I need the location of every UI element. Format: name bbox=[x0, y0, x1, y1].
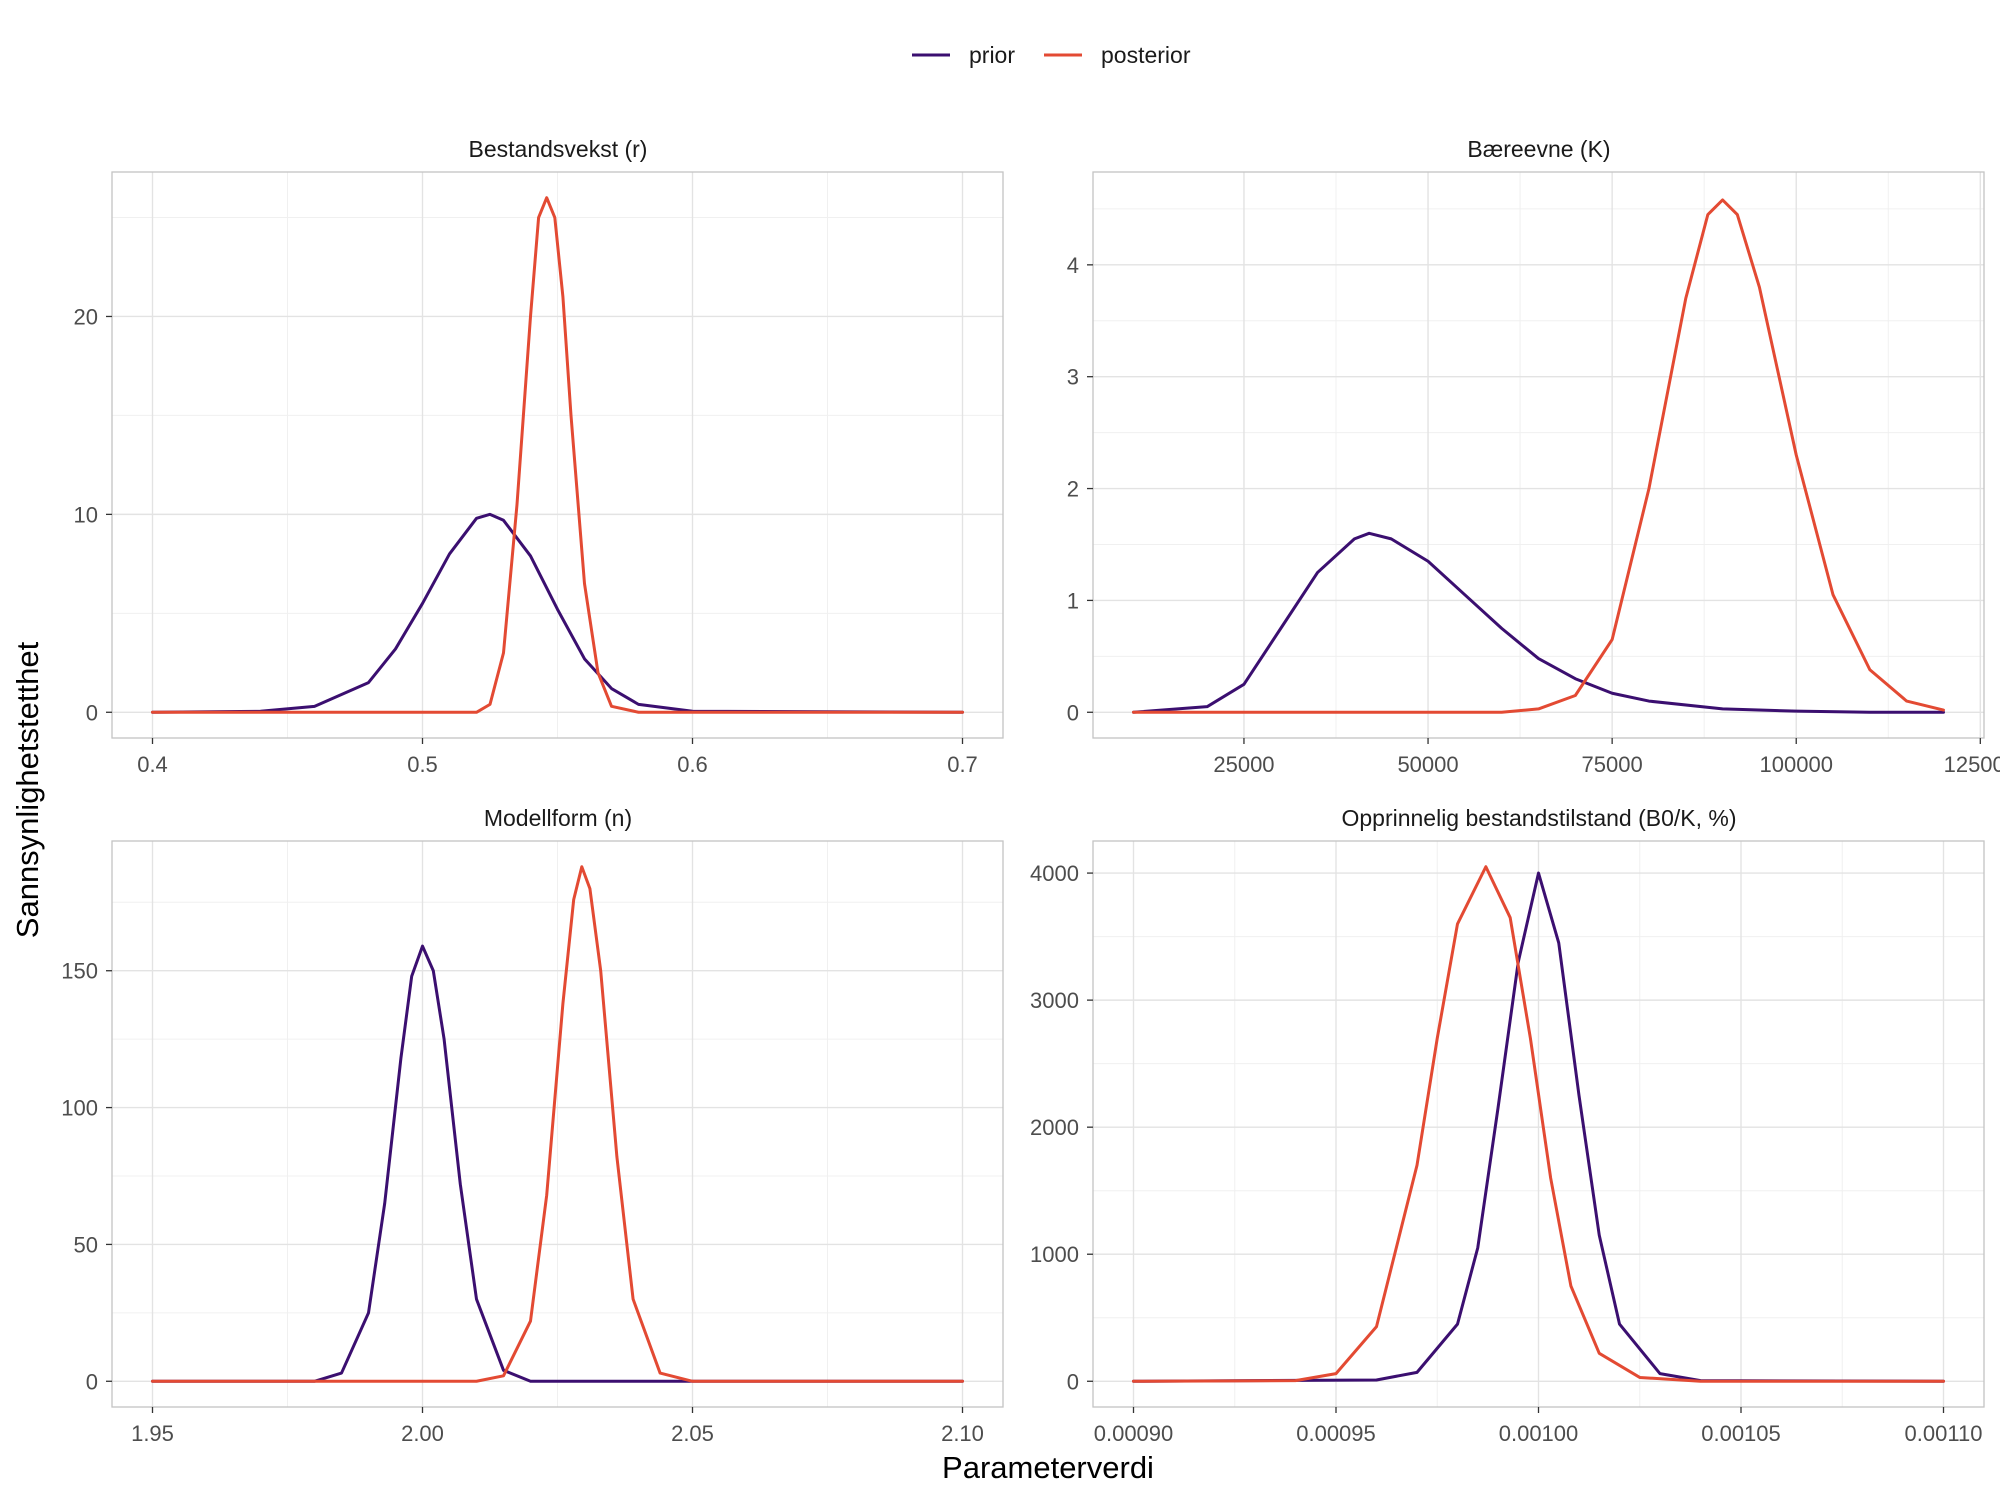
x-tick-label: 0.4 bbox=[137, 752, 168, 777]
panel-border bbox=[1092, 171, 1985, 739]
x-tick-label: 2.00 bbox=[401, 1421, 444, 1446]
y-tick-label: 100 bbox=[61, 1096, 98, 1121]
series-line-posterior bbox=[151, 196, 964, 714]
panel-title: Modellform (n) bbox=[484, 805, 632, 831]
y-tick-label: 0 bbox=[86, 1369, 98, 1394]
x-tick-label: 0.7 bbox=[947, 752, 978, 777]
x-tick-label: 0.00090 bbox=[1094, 1421, 1174, 1446]
y-tick-label: 50 bbox=[74, 1232, 98, 1257]
x-tick-label: 1.95 bbox=[131, 1421, 174, 1446]
x-tick-label: 0.00110 bbox=[1905, 1421, 1983, 1446]
panel-border bbox=[111, 171, 1004, 739]
y-tick-label: 0 bbox=[1067, 700, 1079, 725]
panel-title: Bestandsvekst (r) bbox=[469, 136, 648, 162]
x-tick-label: 0.00105 bbox=[1701, 1421, 1781, 1446]
x-axis-title: Parameterverdi bbox=[942, 1450, 1154, 1485]
panel-opprinnelig-bestandstilstand: Opprinnelig bestandstilstand (B0/K, %) 0… bbox=[1030, 805, 1985, 1446]
x-tick-label: 0.6 bbox=[677, 752, 708, 777]
series-line-prior bbox=[151, 512, 964, 714]
series-line-prior bbox=[1132, 531, 1945, 714]
y-tick-label: 4 bbox=[1067, 253, 1079, 278]
y-tick-label: 2 bbox=[1067, 477, 1079, 502]
series-line-posterior bbox=[1132, 198, 1945, 714]
y-tick-label: 0 bbox=[86, 700, 98, 725]
y-tick-label: 1 bbox=[1067, 588, 1079, 613]
series-line-posterior bbox=[151, 865, 964, 1383]
legend: prior posterior bbox=[912, 42, 1191, 68]
x-tick-label: 2.10 bbox=[941, 1421, 984, 1446]
y-tick-label: 20 bbox=[74, 304, 98, 329]
panel-baereevne: Bæreevne (K) 25000 50000 75000 100000 12500 0… bbox=[1067, 136, 2000, 777]
panel-title: Opprinnelig bestandstilstand (B0/K, %) bbox=[1341, 805, 1736, 831]
plot-background bbox=[1093, 172, 1984, 738]
panel-bestandsvekst: Bestandsvekst (r) 0.4 0.5 0.6 0.7 0 10 20 bbox=[74, 136, 1004, 777]
panel-title: Bæreevne (K) bbox=[1467, 136, 1610, 162]
panel-border bbox=[111, 840, 1004, 1408]
x-tick-label: 75000 bbox=[1582, 752, 1643, 777]
y-tick-label: 1000 bbox=[1030, 1242, 1079, 1267]
legend-label-posterior: posterior bbox=[1101, 42, 1191, 68]
y-tick-label: 3 bbox=[1067, 365, 1079, 390]
y-tick-label: 2000 bbox=[1030, 1115, 1079, 1140]
x-tick-label: 100000 bbox=[1760, 752, 1833, 777]
series-line-posterior bbox=[1132, 865, 1945, 1383]
y-axis-title: Sannsynlighetstetthet bbox=[10, 641, 45, 938]
series-line-prior bbox=[1132, 871, 1945, 1383]
series-line-prior bbox=[151, 944, 964, 1383]
y-tick-label: 10 bbox=[74, 502, 98, 527]
y-tick-label: 4000 bbox=[1030, 861, 1079, 886]
x-tick-label: 0.00095 bbox=[1296, 1421, 1376, 1446]
y-tick-label: 0 bbox=[1067, 1369, 1079, 1394]
legend-label-prior: prior bbox=[969, 42, 1015, 68]
x-tick-label: 0.5 bbox=[407, 752, 438, 777]
x-tick-label: 2.05 bbox=[671, 1421, 714, 1446]
y-tick-label: 150 bbox=[61, 959, 98, 984]
panel-modellform: Modellform (n) 1.95 2.00 2.05 2.10 0 50 100 150 bbox=[61, 805, 1004, 1446]
x-tick-label: 25000 bbox=[1213, 752, 1274, 777]
y-tick-label: 3000 bbox=[1030, 988, 1079, 1013]
x-tick-label: 50000 bbox=[1397, 752, 1458, 777]
x-tick-label: 0.00100 bbox=[1499, 1421, 1579, 1446]
